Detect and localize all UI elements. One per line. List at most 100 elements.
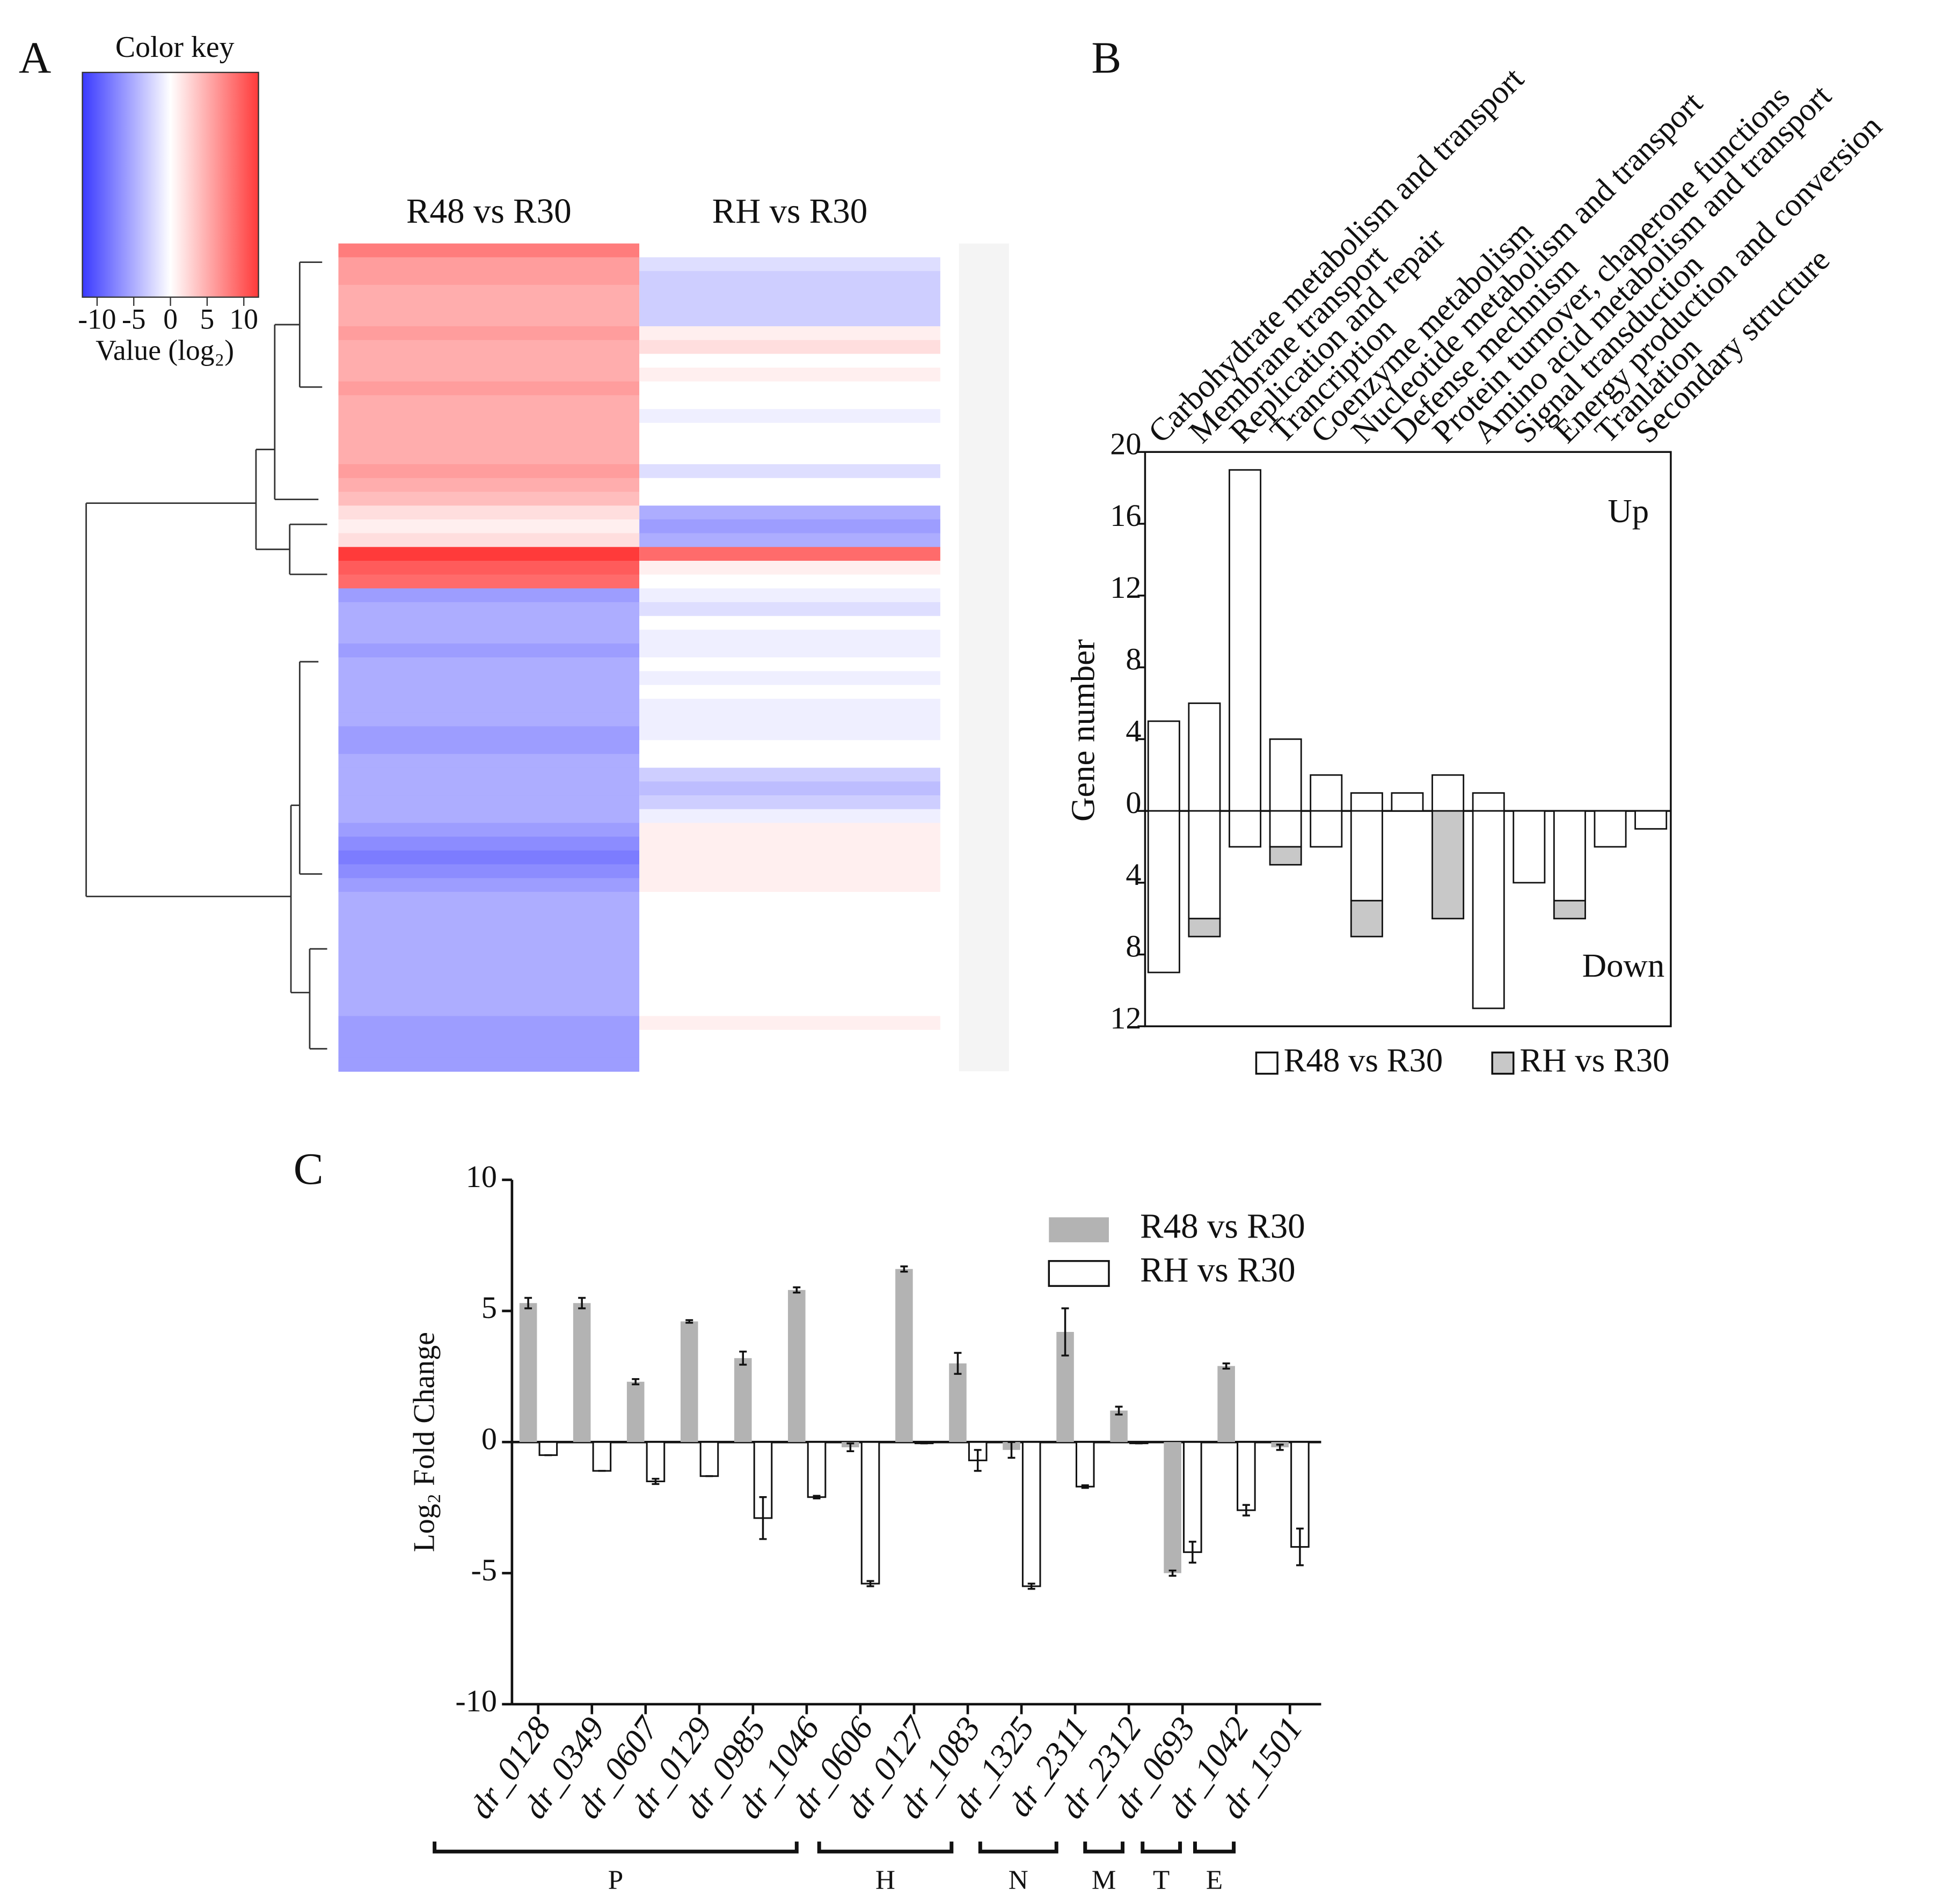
error-bar	[632, 1378, 640, 1386]
bar	[1472, 810, 1505, 1009]
heatmap-cell	[338, 905, 640, 920]
bar	[1553, 810, 1586, 902]
heatmap-cell	[639, 257, 940, 272]
heatmap-cell	[639, 712, 940, 727]
color-key-tick-label: 10	[230, 303, 258, 335]
error-bar	[578, 1297, 586, 1309]
color-key-tick-label: -5	[122, 303, 146, 335]
error-bar	[652, 1477, 660, 1485]
color-key-tick-label: -10	[78, 303, 116, 335]
heatmap-cell	[639, 823, 940, 838]
y-tick-label: 8	[1126, 929, 1141, 964]
heatmap-cell	[639, 988, 940, 1003]
y-tick-label: 12	[1110, 1000, 1141, 1035]
bar	[1269, 738, 1302, 812]
heatmap-cell	[338, 643, 640, 658]
y-tick-label: 0	[481, 1422, 497, 1456]
heatmap-cell	[338, 767, 640, 782]
group-label: M	[1092, 1865, 1116, 1895]
error-bar	[1081, 1484, 1089, 1489]
error-bar	[1027, 1583, 1035, 1590]
bar	[699, 1441, 719, 1477]
group-label: E	[1206, 1865, 1223, 1895]
heatmap-cell	[639, 1043, 940, 1058]
bar	[1229, 810, 1262, 848]
heatmap-cell	[338, 478, 640, 493]
bar	[807, 1441, 827, 1498]
group-label: H	[875, 1865, 895, 1895]
group-label: T	[1153, 1865, 1170, 1895]
heatmap-cell	[338, 988, 640, 1003]
plot-frame	[1144, 451, 1672, 1028]
heatmap-cell	[338, 629, 640, 645]
bar	[1350, 792, 1383, 812]
heatmap-cell	[338, 547, 640, 561]
panel-label: C	[294, 1144, 324, 1194]
bar	[860, 1441, 880, 1585]
bar	[1075, 1441, 1095, 1488]
heatmap-cell	[639, 767, 940, 782]
color-key-title: Color key	[115, 31, 235, 64]
panel-label: B	[1091, 33, 1121, 83]
heatmap-cell	[639, 506, 940, 520]
y-tick-label: -5	[471, 1553, 497, 1587]
bar	[1183, 1441, 1202, 1553]
y-tick-label: 4	[1126, 857, 1141, 892]
legend-label: R48 vs R30	[1140, 1207, 1305, 1246]
heatmap-cell	[639, 533, 940, 548]
bar	[1237, 1441, 1256, 1511]
heatmap-cell	[338, 271, 640, 285]
legend-label: RH vs R30	[1140, 1251, 1296, 1290]
y-tick-label: 4	[1126, 713, 1141, 748]
bar	[1350, 899, 1383, 938]
heatmap-cell	[639, 478, 940, 493]
heatmap-cell	[639, 685, 940, 699]
error-bar	[524, 1297, 532, 1309]
heatmap-cell	[639, 837, 940, 851]
heatmap-cell	[338, 326, 640, 341]
heatmap-cell	[639, 919, 940, 934]
bar	[1021, 1441, 1041, 1587]
color-key-label: Value (log₂)	[96, 334, 234, 367]
bar	[1553, 899, 1586, 920]
group-bracket	[1193, 1841, 1236, 1854]
bar	[1431, 774, 1465, 812]
bar	[1634, 810, 1668, 830]
group-bracket	[978, 1841, 1058, 1854]
heatmap-cell	[338, 671, 640, 686]
heatmap-cell	[338, 506, 640, 520]
heatmap-cell	[338, 257, 640, 272]
heatmap-cell	[639, 657, 940, 672]
bar	[1431, 810, 1465, 920]
group-label: N	[1009, 1865, 1028, 1895]
heatmap-cell	[639, 574, 940, 589]
heatmap-cell	[639, 436, 940, 451]
gene-label-column	[959, 243, 1009, 1072]
heatmap-cell	[338, 354, 640, 368]
heatmap-cell	[338, 1057, 640, 1072]
bar	[895, 1269, 913, 1442]
legend-swatch	[1049, 1217, 1109, 1242]
heatmap-cell	[639, 492, 940, 507]
heatmap-cell	[639, 740, 940, 755]
heatmap-cell	[639, 726, 940, 741]
heatmap-cell	[639, 271, 940, 285]
heatmap-cell	[338, 588, 640, 603]
bar	[1310, 810, 1343, 848]
heatmap-cell	[639, 395, 940, 410]
heatmap-cell	[338, 699, 640, 713]
y-tick-label: 0	[1126, 785, 1141, 820]
heatmap-cell	[639, 629, 940, 645]
heatmap-cell	[338, 409, 640, 423]
column-label: R48 vs R30	[406, 192, 572, 231]
error-bar	[846, 1442, 854, 1453]
heatmap-cell	[639, 588, 940, 603]
legend-swatch	[1048, 1260, 1110, 1287]
error-bar	[954, 1352, 962, 1375]
heatmap-cell	[639, 1002, 940, 1017]
heatmap-cell	[639, 354, 940, 368]
heatmap-cell	[338, 616, 640, 631]
heatmap-cell	[338, 1002, 640, 1017]
heatmap-cell	[338, 795, 640, 810]
heatmap-cell	[338, 1043, 640, 1058]
